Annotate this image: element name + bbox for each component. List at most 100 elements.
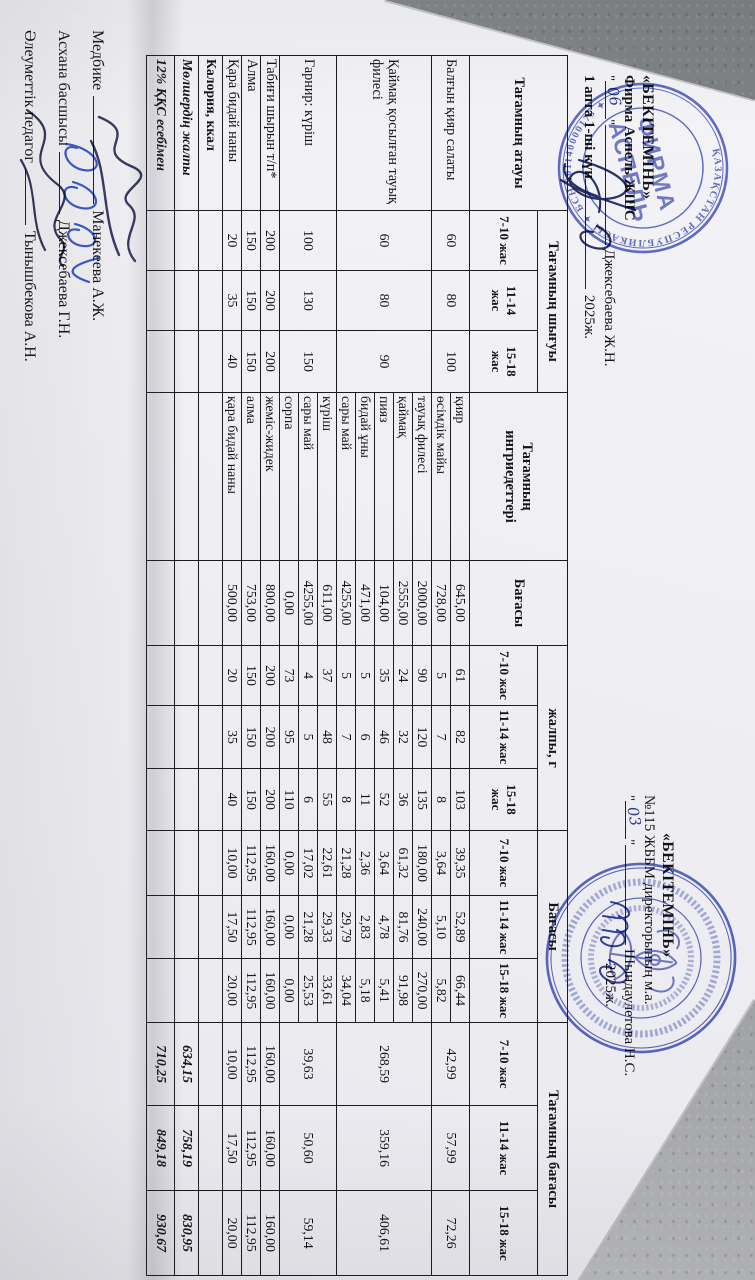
stamp-illegible-ring-text [555, 872, 727, 1044]
ingredient-cell: қаймақ [394, 393, 413, 561]
yield-cell: 150 [242, 211, 261, 271]
cost-cell: 17,50 [223, 896, 242, 959]
empty-cell [175, 561, 199, 646]
grams-cell: 35 [223, 706, 242, 769]
footer-role: Медбике [89, 30, 106, 91]
cost-cell: 52,89 [451, 896, 470, 959]
cost-cell: 25,53 [299, 959, 318, 1023]
summary-value-cell: 634,15 [175, 1023, 199, 1106]
table-row: Гарнир: күріш 100 130 150 күріш 611,00 37 48 55 2… [318, 56, 337, 1276]
grams-cell: 48 [318, 706, 337, 769]
empty-cell [147, 331, 175, 393]
cost-cell: 33,61 [318, 959, 337, 1023]
ingredient-cell: күріш [318, 393, 337, 561]
signature-left-header [557, 140, 657, 310]
dish-price-cell: 17,50 [223, 1106, 242, 1191]
grams-cell: 32 [394, 706, 413, 769]
cost-cell: 20,00 [223, 959, 242, 1023]
grams-cell: 5 [432, 646, 451, 706]
grams-cell: 37 [318, 646, 337, 706]
grams-cell: 7 [432, 706, 451, 769]
cost-cell: 4,78 [375, 896, 394, 959]
yield-cell: 150 [242, 331, 261, 393]
grams-cell: 8 [337, 769, 356, 831]
ingredient-cell: өсімдік майы [432, 393, 451, 561]
cost-cell: 61,32 [394, 831, 413, 896]
grams-cell: 24 [394, 646, 413, 706]
empty-cell [199, 271, 223, 331]
age-col-header: 7-10 жас [470, 211, 538, 271]
grams-cell: 6 [299, 769, 318, 831]
yield-cell: 40 [223, 331, 242, 393]
yield-cell: 80 [432, 271, 470, 331]
grams-cell: 5 [337, 646, 356, 706]
dish-price-cell: 160,00 [261, 1023, 280, 1106]
header-yield-group: Тағамның шығуы [538, 211, 568, 393]
empty-cell [199, 393, 223, 561]
grams-cell: 103 [451, 769, 470, 831]
empty-cell [147, 831, 175, 896]
yield-cell: 200 [261, 211, 280, 271]
yield-cell: 60 [337, 211, 432, 271]
grams-cell: 73 [280, 646, 299, 706]
ingredient-cell: сары май [299, 393, 318, 561]
empty-cell [175, 271, 199, 331]
dish-name-cell: Қара бидай наны [223, 56, 242, 211]
cost-cell: 160,00 [261, 959, 280, 1023]
age-col-header: 7-10 жас [470, 1023, 538, 1106]
cost-cell: 0,00 [280, 896, 299, 959]
grams-cell: 4 [299, 646, 318, 706]
dish-price-cell: 20,00 [223, 1191, 242, 1276]
grams-cell: 55 [318, 769, 337, 831]
age-col-header: 15-18 жас [470, 1191, 538, 1276]
cost-cell: 3,64 [432, 831, 451, 896]
yield-cell: 100 [432, 331, 470, 393]
empty-cell [175, 211, 199, 271]
yield-cell: 20 [223, 211, 242, 271]
yield-cell: 200 [261, 331, 280, 393]
dish-price-cell: 160,00 [261, 1106, 280, 1191]
yield-cell: 100 [280, 211, 337, 271]
table-row: Табиғи шырын т/п* 200 200 200 жеміс-жидек 800… [261, 56, 280, 1276]
grams-cell: 120 [413, 706, 432, 769]
unit-price-cell: 104,00 [375, 561, 394, 646]
signature-pedagog [3, 100, 79, 280]
menu-table-body: Балғын қияр салаты 60 80 100 қияр 645,00 61 82 1… [147, 56, 470, 1276]
empty-cell [175, 706, 199, 769]
unit-price-cell: 500,00 [223, 561, 242, 646]
unit-price-cell: 728,00 [432, 561, 451, 646]
unit-price-cell: 2000,00 [413, 561, 432, 646]
grams-cell: 61 [451, 646, 470, 706]
dish-price-cell: 50,60 [280, 1106, 337, 1191]
unit-price-cell: 800,00 [261, 561, 280, 646]
cost-cell: 91,98 [394, 959, 413, 1023]
dish-name-cell: Қаймақ қосылған тауық филесі [337, 56, 432, 211]
empty-cell [147, 561, 175, 646]
unit-price-cell: 2555,00 [394, 561, 413, 646]
dish-price-cell: 160,00 [261, 1191, 280, 1276]
ingredient-cell: пияз [375, 393, 394, 561]
stamp-emblem [605, 923, 681, 993]
unit-price-cell: 471,00 [356, 561, 375, 646]
age-col-header: 7-10 жас [470, 831, 538, 896]
grams-cell: 150 [242, 706, 261, 769]
age-col-header: 15-18 жас [470, 331, 538, 393]
summary-value-cell: 758,19 [175, 1106, 199, 1191]
age-col-header: 15-18 жас [470, 959, 538, 1023]
empty-cell [199, 706, 223, 769]
empty-cell [175, 393, 199, 561]
summary-label-cell: Мөлшердің жалпы [175, 56, 199, 211]
ingredient-cell: қара бидай наны [223, 393, 242, 561]
stamp-illegible-inner-text [585, 902, 698, 1015]
dish-price-cell: 406,61 [337, 1191, 432, 1276]
summary-value-cell [199, 1191, 223, 1276]
cost-cell: 81,76 [394, 896, 413, 959]
cost-cell: 270,00 [413, 959, 432, 1023]
empty-cell [199, 211, 223, 271]
yield-cell: 35 [223, 271, 242, 331]
empty-cell [199, 561, 223, 646]
grams-cell: 20 [223, 646, 242, 706]
signature-ashana [35, 130, 119, 290]
yield-cell: 130 [280, 271, 337, 331]
